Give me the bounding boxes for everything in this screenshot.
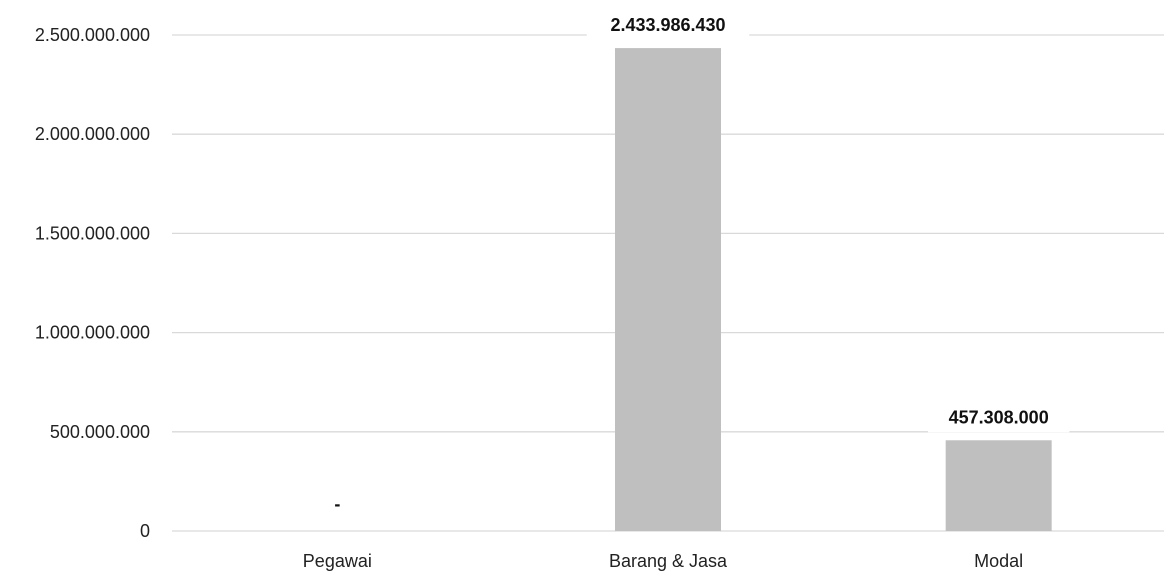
x-axis-category-labels: Pegawai Barang & Jasa Modal bbox=[303, 551, 1023, 571]
bars bbox=[615, 48, 1052, 531]
y-tick-label: 1.000.000.000 bbox=[35, 323, 150, 343]
x-category-label: Pegawai bbox=[303, 551, 372, 571]
y-tick-label: 500.000.000 bbox=[50, 422, 150, 442]
y-tick-label: 2.000.000.000 bbox=[35, 124, 150, 144]
x-category-label: Barang & Jasa bbox=[609, 551, 728, 571]
data-label: 2.433.986.430 bbox=[610, 15, 725, 35]
y-tick-label: 1.500.000.000 bbox=[35, 223, 150, 243]
y-tick-label: 0 bbox=[140, 521, 150, 541]
data-labels: - 2.433.986.430 457.308.000 bbox=[334, 10, 1070, 514]
data-label-background bbox=[586, 10, 750, 41]
data-label: - bbox=[334, 494, 340, 514]
data-label-background bbox=[927, 402, 1070, 433]
y-tick-label: 2.500.000.000 bbox=[35, 25, 150, 45]
data-label: 457.308.000 bbox=[949, 407, 1049, 427]
y-axis-tick-labels: 0 500.000.000 1.000.000.000 1.500.000.000 2.… bbox=[35, 25, 150, 541]
bar bbox=[945, 440, 1052, 531]
bar bbox=[615, 48, 721, 531]
x-category-label: Modal bbox=[974, 551, 1023, 571]
